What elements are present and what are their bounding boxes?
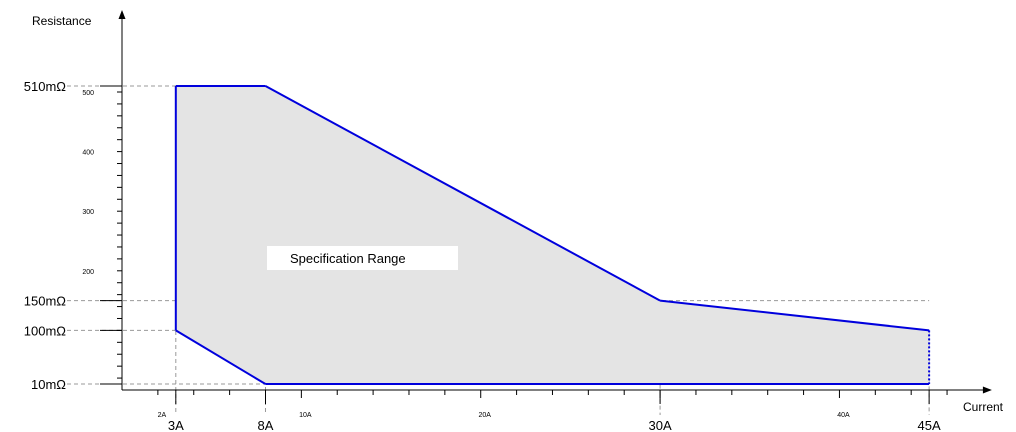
region-boundary-edge	[265, 85, 661, 302]
x-minor-tick-label: 2A	[158, 412, 167, 419]
y-minor-tick-label: 500	[82, 90, 94, 97]
y-axis-title: Resistance	[32, 14, 92, 28]
x-major-tick-label: 8A	[258, 418, 274, 432]
spec-range-region	[175, 86, 930, 385]
x-minor-tick-label: 20A	[478, 412, 491, 419]
y-minor-tick-label: 200	[82, 269, 94, 276]
x-minor-tick-label: 40A	[837, 412, 850, 419]
axes-layer	[100, 10, 992, 404]
x-major-tick-label: 45A	[918, 418, 941, 432]
y-major-tick-label: 10mΩ	[31, 377, 66, 392]
x-minor-tick-label: 10A	[299, 412, 312, 419]
x-major-tick-label: 30A	[649, 418, 672, 432]
region-boundary-edge	[659, 299, 930, 332]
y-major-tick-label: 150mΩ	[24, 294, 67, 309]
y-major-tick-label: 510mΩ	[24, 79, 67, 94]
x-axis-arrow	[982, 386, 992, 394]
y-minor-tick-label: 400	[82, 150, 94, 157]
region-boundary-edge	[175, 329, 267, 385]
x-major-tick-label: 3A	[168, 418, 184, 432]
y-major-tick-label: 100mΩ	[24, 323, 67, 338]
region-layer	[174, 85, 931, 386]
y-axis-arrow	[118, 10, 126, 19]
y-minor-tick-label: 300	[82, 209, 94, 216]
labels-layer: 2A 10A 20A 40A 3A 8A 30A 45A 200 300 400 500 10mΩ 100…	[24, 79, 941, 432]
x-axis-title: Current	[963, 400, 1004, 414]
region-label: Specification Range	[290, 251, 406, 266]
region-label-background	[267, 246, 458, 270]
